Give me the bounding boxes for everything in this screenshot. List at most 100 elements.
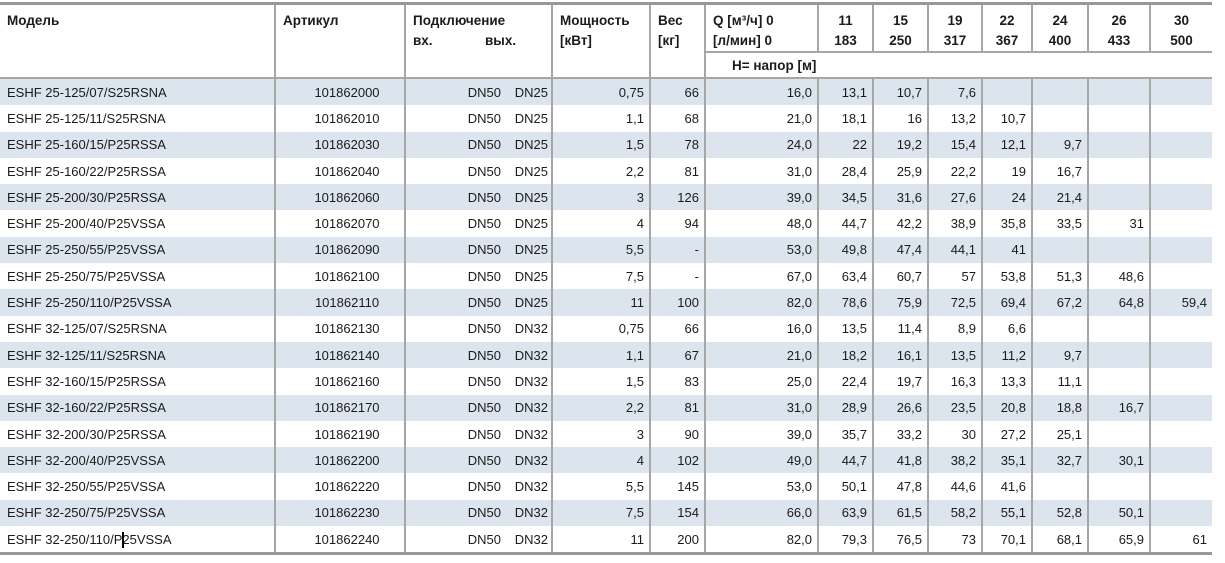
weight-cell[interactable]: 66 xyxy=(650,315,706,342)
head-cell[interactable]: 21,4 xyxy=(1032,184,1089,211)
head-cell[interactable] xyxy=(1032,315,1089,342)
article-cell[interactable]: 101862010 xyxy=(275,105,406,132)
article-cell[interactable]: 101862060 xyxy=(275,184,406,211)
head-cell[interactable]: 27,6 xyxy=(928,184,983,211)
head-cell[interactable] xyxy=(982,76,1033,106)
weight-cell[interactable]: 126 xyxy=(650,184,706,211)
head-cell[interactable]: 16,7 xyxy=(1032,157,1089,185)
power-cell[interactable]: 1,1 xyxy=(552,341,651,369)
head-cell[interactable] xyxy=(1088,473,1151,500)
article-cell[interactable]: 101862130 xyxy=(275,315,406,342)
head-cell[interactable]: 6,6 xyxy=(982,315,1033,342)
model-cell[interactable]: ESHF 25-160/15/P25RSSA xyxy=(0,131,276,158)
head-cell[interactable] xyxy=(1032,236,1089,264)
article-cell[interactable]: 101862160 xyxy=(275,368,406,395)
head-cell[interactable]: 16,0 xyxy=(705,315,819,342)
head-cell[interactable] xyxy=(1150,131,1212,158)
head-cell[interactable]: 25,9 xyxy=(873,157,929,185)
head-cell[interactable] xyxy=(1150,105,1212,131)
head-cell[interactable]: 13,5 xyxy=(818,315,874,342)
head-cell[interactable]: 52,8 xyxy=(1032,499,1089,527)
head-cell[interactable]: 48,6 xyxy=(1088,263,1151,290)
head-cell[interactable]: 23,5 xyxy=(928,394,983,421)
connection-cell[interactable]: DN50 DN25 xyxy=(405,105,553,132)
head-cell[interactable]: 60,7 xyxy=(873,263,929,290)
connection-cell[interactable]: DN50 DN25 xyxy=(405,289,553,316)
power-cell[interactable]: 5,5 xyxy=(552,236,651,264)
head-cell[interactable]: 63,4 xyxy=(818,263,874,290)
weight-cell[interactable]: - xyxy=(650,263,706,290)
connection-cell[interactable]: DN50 DN32 xyxy=(405,473,553,500)
weight-cell[interactable]: 78 xyxy=(650,131,706,158)
head-cell[interactable]: 28,4 xyxy=(818,157,874,185)
head-cell[interactable]: 38,9 xyxy=(928,210,983,237)
head-cell[interactable]: 9,7 xyxy=(1032,341,1089,369)
head-cell[interactable]: 24,0 xyxy=(705,131,819,158)
head-cell[interactable]: 31,0 xyxy=(705,394,819,421)
head-cell[interactable]: 8,9 xyxy=(928,315,983,342)
connection-cell[interactable]: DN50 DN32 xyxy=(405,499,553,527)
head-cell[interactable] xyxy=(1150,499,1212,527)
head-cell[interactable]: 68,1 xyxy=(1032,526,1089,554)
head-cell[interactable]: 51,3 xyxy=(1032,263,1089,290)
model-cell[interactable]: ESHF 25-160/22/P25RSSA xyxy=(0,157,276,185)
head-cell[interactable]: 31 xyxy=(1088,210,1151,237)
article-cell[interactable]: 101862110 xyxy=(275,289,406,316)
head-cell[interactable]: 82,0 xyxy=(705,526,819,554)
head-cell[interactable]: 12,1 xyxy=(982,131,1033,158)
article-cell[interactable]: 101862070 xyxy=(275,210,406,237)
head-cell[interactable]: 13,2 xyxy=(928,105,983,132)
connection-cell[interactable]: DN50 DN32 xyxy=(405,447,553,474)
head-cell[interactable]: 19,2 xyxy=(873,131,929,158)
head-cell[interactable]: 61,5 xyxy=(873,499,929,527)
article-cell[interactable]: 101862190 xyxy=(275,420,406,448)
connection-cell[interactable]: DN50 DN32 xyxy=(405,526,553,554)
power-cell[interactable]: 11 xyxy=(552,526,651,554)
power-cell[interactable]: 1,1 xyxy=(552,105,651,132)
head-cell[interactable]: 11,1 xyxy=(1032,368,1089,395)
head-cell[interactable]: 44,7 xyxy=(818,447,874,474)
model-cell[interactable]: ESHF 32-160/22/P25RSSA xyxy=(0,394,276,421)
head-cell[interactable]: 10,7 xyxy=(982,105,1033,132)
article-cell[interactable]: 101862000 xyxy=(275,76,406,106)
model-cell[interactable]: ESHF 25-250/55/P25VSSA xyxy=(0,236,276,264)
head-cell[interactable]: 7,6 xyxy=(928,76,983,106)
head-cell[interactable]: 41,6 xyxy=(982,473,1033,500)
head-cell[interactable]: 13,1 xyxy=(818,76,874,106)
head-cell[interactable]: 18,8 xyxy=(1032,394,1089,421)
head-cell[interactable]: 35,7 xyxy=(818,420,874,448)
head-cell[interactable]: 41,8 xyxy=(873,447,929,474)
head-cell[interactable]: 47,4 xyxy=(873,236,929,264)
head-cell[interactable]: 33,2 xyxy=(873,420,929,448)
head-cell[interactable]: 39,0 xyxy=(705,420,819,448)
power-cell[interactable]: 0,75 xyxy=(552,315,651,342)
head-cell[interactable]: 18,1 xyxy=(818,105,874,132)
power-cell[interactable]: 4 xyxy=(552,447,651,474)
article-cell[interactable]: 101862220 xyxy=(275,473,406,500)
weight-cell[interactable]: - xyxy=(650,236,706,264)
head-cell[interactable]: 57 xyxy=(928,263,983,290)
connection-cell[interactable]: DN50 DN32 xyxy=(405,368,553,395)
head-cell[interactable]: 16,3 xyxy=(928,368,983,395)
model-cell[interactable]: ESHF 32-250/55/P25VSSA xyxy=(0,473,276,500)
head-cell[interactable]: 16 xyxy=(873,105,929,132)
head-cell[interactable]: 53,0 xyxy=(705,473,819,500)
head-cell[interactable]: 64,8 xyxy=(1088,289,1151,316)
power-cell[interactable]: 1,5 xyxy=(552,368,651,395)
head-cell[interactable] xyxy=(1088,157,1151,185)
article-cell[interactable]: 101862200 xyxy=(275,447,406,474)
power-cell[interactable]: 2,2 xyxy=(552,394,651,421)
head-cell[interactable]: 28,9 xyxy=(818,394,874,421)
model-cell[interactable]: ESHF 32-200/30/P25RSSA xyxy=(0,420,276,448)
head-cell[interactable]: 50,1 xyxy=(1088,499,1151,527)
article-cell[interactable]: 101862240 xyxy=(275,526,406,554)
article-cell[interactable]: 101862140 xyxy=(275,341,406,369)
weight-cell[interactable]: 100 xyxy=(650,289,706,316)
head-cell[interactable] xyxy=(1150,368,1212,394)
head-cell[interactable] xyxy=(1150,447,1212,474)
head-cell[interactable]: 44,7 xyxy=(818,210,874,237)
head-cell[interactable] xyxy=(1150,263,1212,289)
connection-cell[interactable]: DN50 DN25 xyxy=(405,131,553,158)
head-cell[interactable] xyxy=(1088,76,1151,106)
head-cell[interactable]: 44,6 xyxy=(928,473,983,500)
